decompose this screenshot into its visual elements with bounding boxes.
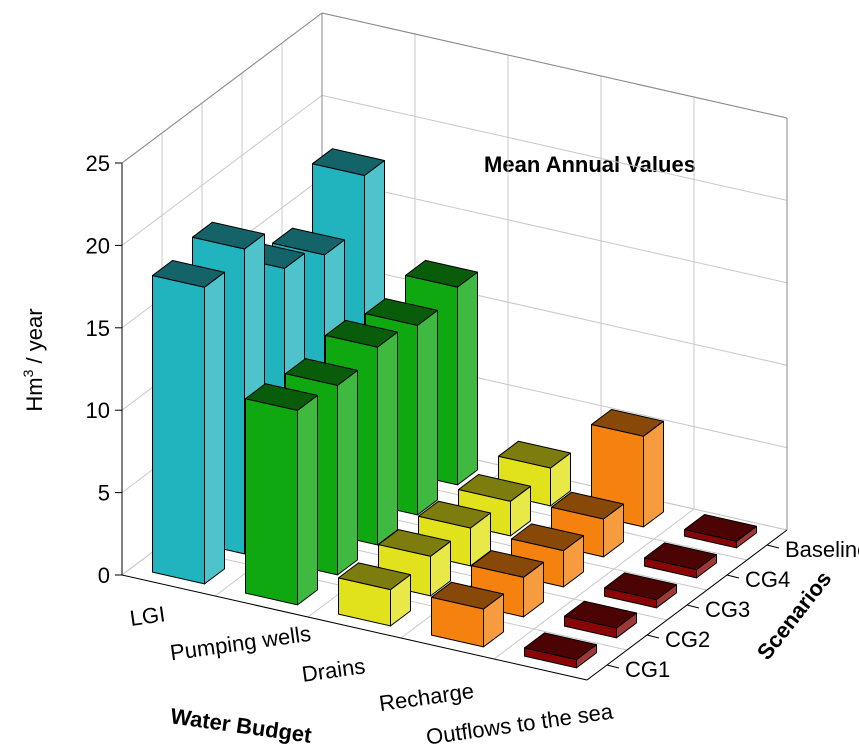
x-axis-label: Water Budget	[169, 703, 314, 748]
y-tick-label: 20	[86, 233, 110, 258]
bar-top	[325, 319, 398, 348]
y-tick-label: 25	[86, 151, 110, 176]
z-tick-mark	[726, 574, 740, 579]
bar	[684, 514, 757, 549]
grid-line	[321, 177, 788, 284]
y-tick-label: 15	[86, 316, 110, 341]
bar	[564, 600, 637, 639]
z-tick-label: CG1	[625, 657, 670, 682]
bar-side	[297, 394, 318, 606]
bar-side	[337, 369, 358, 576]
bar-top	[152, 260, 225, 288]
bar	[644, 542, 717, 579]
z-tick-mark	[606, 664, 620, 669]
bar	[152, 260, 225, 585]
bar	[338, 562, 411, 627]
z-tick-mark	[686, 604, 700, 609]
bar-top	[405, 259, 478, 288]
bar-top	[192, 221, 265, 250]
grid-line	[121, 95, 323, 246]
axis-line	[121, 12, 323, 164]
y-tick-label: 10	[86, 398, 110, 423]
bar-top	[312, 148, 385, 176]
grid-line	[321, 259, 788, 366]
axis-line	[121, 574, 588, 681]
bar	[604, 572, 677, 609]
bar-top	[378, 529, 451, 557]
z-tick-mark	[646, 634, 660, 639]
bar-top	[684, 514, 757, 542]
y-tick-label: 5	[98, 481, 110, 506]
y-label-sup: 3	[20, 369, 36, 377]
z-tick-label: Baseline	[785, 537, 859, 562]
bar-side	[377, 331, 398, 546]
bar-top	[551, 491, 624, 520]
z-tick-label: CG2	[665, 627, 710, 652]
bar	[378, 529, 451, 597]
axis-line	[321, 12, 788, 119]
bar-top	[591, 409, 664, 437]
x-tick-label: Pumping wells	[168, 621, 312, 665]
bar-top	[285, 358, 358, 386]
bar-top	[418, 500, 491, 529]
bar-top	[524, 632, 597, 661]
bar-top	[604, 572, 677, 601]
bar-top	[338, 562, 411, 591]
bar-top	[564, 600, 637, 629]
bar	[431, 581, 504, 648]
y-tick-label: 0	[98, 563, 110, 588]
bar-front	[245, 398, 298, 606]
x-tick-label: Drains	[300, 653, 366, 687]
bar-top	[458, 474, 531, 502]
bar-side	[417, 309, 438, 516]
bar-side	[204, 271, 225, 585]
bar-top	[498, 440, 571, 469]
bar-top	[431, 581, 504, 610]
bar-side	[457, 271, 478, 486]
x-tick-label: Recharge	[377, 678, 475, 716]
floor-grid-line	[493, 508, 695, 660]
bar-top	[511, 523, 584, 552]
bar-side	[643, 420, 664, 528]
z-tick-label: CG4	[745, 567, 790, 592]
x-tick-label: LGI	[128, 601, 167, 631]
bar-top	[365, 298, 438, 326]
bar-top	[471, 550, 544, 578]
bar-top	[245, 383, 318, 411]
bar-top	[644, 542, 717, 571]
z-tick-label: CG3	[705, 597, 750, 622]
grid-line	[321, 94, 788, 201]
y-label-rest: / year	[22, 308, 47, 369]
bar	[245, 383, 318, 606]
bar-top	[272, 227, 345, 256]
y-axis-label: Hm3 / year	[20, 308, 47, 411]
y-label-base: Hm	[22, 377, 47, 411]
bar	[524, 632, 597, 669]
bar-front	[152, 275, 205, 585]
z-tick-mark	[766, 544, 780, 549]
